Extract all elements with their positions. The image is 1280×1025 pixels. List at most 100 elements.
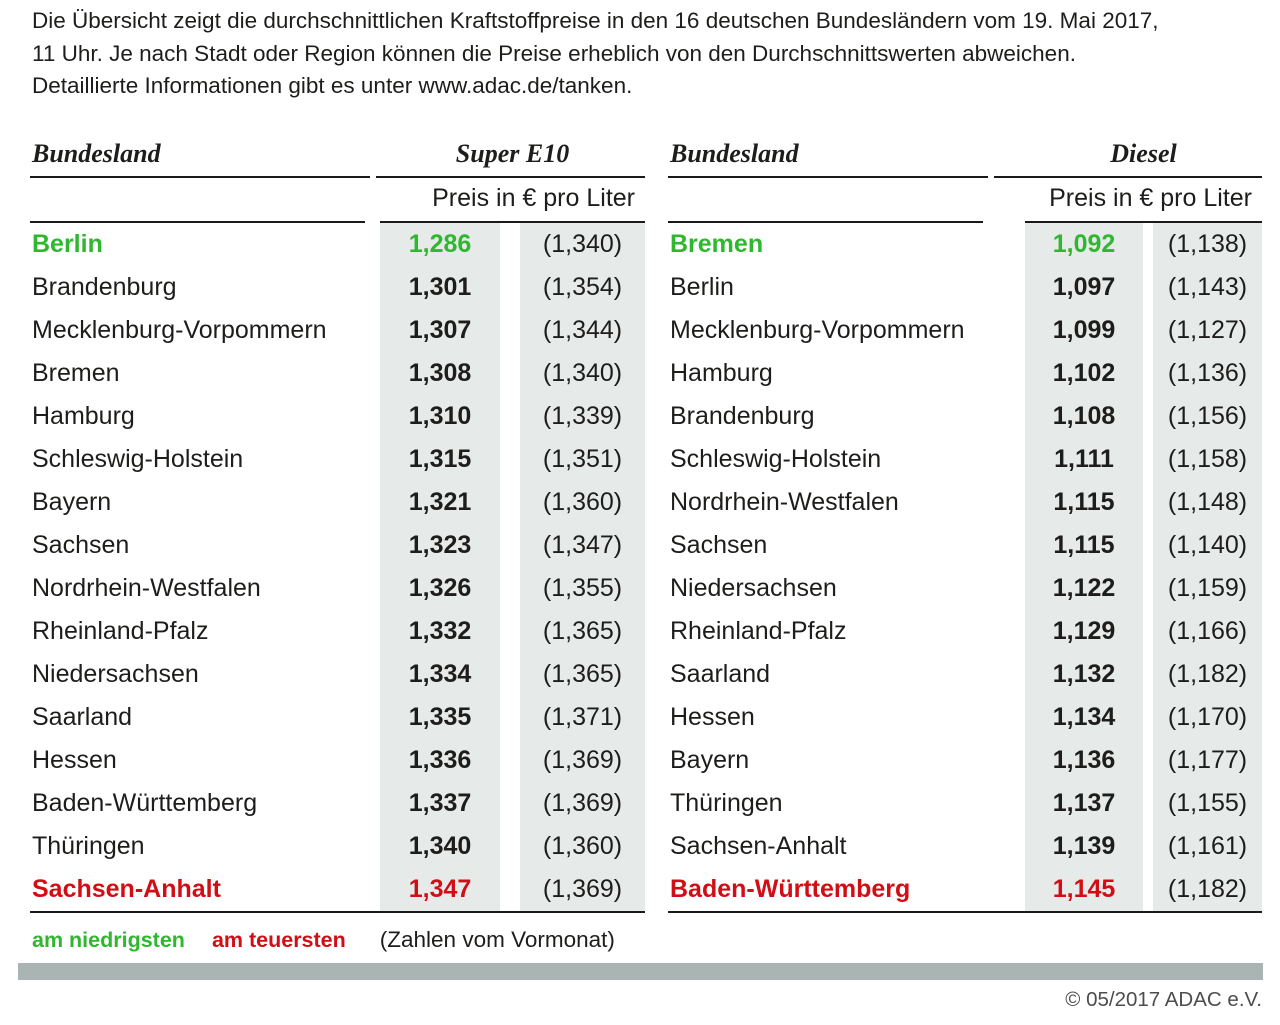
table-row: Niedersachsen 1,122 (1,159): [668, 567, 1262, 610]
table-row: Brandenburg 1,108 (1,156): [668, 395, 1262, 438]
column-gap: [1143, 352, 1153, 395]
column-gap: [1143, 438, 1153, 481]
previous-month-value: (1,354): [520, 266, 645, 309]
bundesland-name: Schleswig-Holstein: [32, 445, 244, 473]
rule-gap: [365, 221, 380, 223]
table-row: Rheinland-Pfalz 1,129 (1,166): [668, 610, 1262, 653]
bundesland-name: Brandenburg: [670, 402, 815, 430]
intro-line-1: Die Übersicht zeigt die durchschnittlich…: [32, 8, 1159, 33]
table-row: Hessen 1,336 (1,369): [30, 739, 645, 782]
table-row: Bremen 1,308 (1,340): [30, 352, 645, 395]
previous-month-value: (1,155): [1153, 782, 1262, 825]
previous-month-value: (1,347): [520, 524, 645, 567]
previous-month-value: (1,340): [520, 223, 645, 266]
price-value: 1,335: [380, 696, 500, 739]
table-super-e10: Bundesland Super E10 Preis in € pro Lite…: [30, 132, 645, 913]
column-gap: [500, 266, 520, 309]
column-gap: [500, 438, 520, 481]
bundesland-name: Sachsen: [32, 531, 130, 559]
rule-segment: [1025, 221, 1262, 223]
rule-segment: [668, 221, 983, 223]
column-gap: [1143, 825, 1153, 868]
column-gap: [1143, 223, 1153, 266]
bundesland-name: Sachsen: [670, 531, 768, 559]
price-value: 1,308: [380, 352, 500, 395]
price-value: 1,108: [1025, 395, 1143, 438]
price-value: 1,321: [380, 481, 500, 524]
footer-divider-bar: [18, 963, 1263, 980]
table-super-e10-header: Bundesland Super E10: [30, 132, 645, 176]
table-row: Niedersachsen 1,334 (1,365): [30, 653, 645, 696]
previous-month-value: (1,355): [520, 567, 645, 610]
column-gap: [1143, 739, 1153, 782]
column-gap: [1143, 868, 1153, 911]
bundesland-name: Baden-Württemberg: [670, 875, 911, 903]
legend-highest-label: am teuersten: [211, 928, 346, 952]
previous-month-value: (1,339): [520, 395, 645, 438]
table-row: Berlin 1,097 (1,143): [668, 266, 1262, 309]
previous-month-value: (1,136): [1153, 352, 1262, 395]
previous-month-value: (1,177): [1153, 739, 1262, 782]
previous-month-value: (1,371): [520, 696, 645, 739]
table-row: Sachsen 1,323 (1,347): [30, 524, 645, 567]
column-gap: [1143, 696, 1153, 739]
previous-month-value: (1,351): [520, 438, 645, 481]
price-value: 1,286: [380, 223, 500, 266]
column-gap: [1143, 481, 1153, 524]
header-rule: [668, 176, 1262, 178]
price-value: 1,334: [380, 653, 500, 696]
table-row: Mecklenburg-Vorpommern 1,099 (1,127): [668, 309, 1262, 352]
previous-month-value: (1,158): [1153, 438, 1262, 481]
bundesland-name: Hamburg: [670, 359, 773, 387]
bundesland-name: Thüringen: [32, 832, 145, 860]
bundesland-name: Schleswig-Holstein: [670, 445, 882, 473]
rule-segment: [668, 176, 988, 178]
bundesland-name: Sachsen-Anhalt: [32, 875, 221, 903]
previous-month-value: (1,138): [1153, 223, 1262, 266]
table-row: Nordrhein-Westfalen 1,115 (1,148): [668, 481, 1262, 524]
column-gap: [500, 653, 520, 696]
table-row: Mecklenburg-Vorpommern 1,307 (1,344): [30, 309, 645, 352]
price-value: 1,337: [380, 782, 500, 825]
table-diesel-rows: Bremen 1,092 (1,138) Berlin 1,097 (1,143…: [668, 223, 1262, 911]
previous-month-value: (1,148): [1153, 481, 1262, 524]
bundesland-name: Niedersachsen: [32, 660, 199, 688]
table-diesel-subheader: Preis in € pro Liter: [668, 178, 1262, 221]
column-gap: [500, 696, 520, 739]
rule-segment: [380, 221, 645, 223]
table-row: Berlin 1,286 (1,340): [30, 223, 645, 266]
price-value: 1,122: [1025, 567, 1143, 610]
previous-month-value: (1,360): [520, 825, 645, 868]
previous-month-value: (1,369): [520, 782, 645, 825]
price-value: 1,134: [1025, 696, 1143, 739]
column-gap: [500, 567, 520, 610]
rule-segment: [30, 221, 365, 223]
price-value: 1,136: [1025, 739, 1143, 782]
price-value: 1,102: [1025, 352, 1143, 395]
price-value: 1,099: [1025, 309, 1143, 352]
table-diesel-header: Bundesland Diesel: [668, 132, 1262, 176]
table-row: Saarland 1,132 (1,182): [668, 653, 1262, 696]
price-value: 1,340: [380, 825, 500, 868]
price-value: 1,332: [380, 610, 500, 653]
table-row: Saarland 1,335 (1,371): [30, 696, 645, 739]
column-gap: [1143, 309, 1153, 352]
bundesland-name: Thüringen: [670, 789, 783, 817]
column-gap: [500, 610, 520, 653]
column-gap: [1143, 266, 1153, 309]
table-row: Bremen 1,092 (1,138): [668, 223, 1262, 266]
intro-line-2: 11 Uhr. Je nach Stadt oder Region können…: [32, 40, 1076, 66]
price-value: 1,336: [380, 739, 500, 782]
table-row: Brandenburg 1,301 (1,354): [30, 266, 645, 309]
bundesland-name: Niedersachsen: [670, 574, 837, 602]
column-gap: [1143, 524, 1153, 567]
price-value: 1,139: [1025, 825, 1143, 868]
price-unit-label: Preis in € pro Liter: [432, 184, 635, 212]
column-gap: [1143, 610, 1153, 653]
bundesland-name: Hessen: [32, 746, 117, 774]
bundesland-name: Sachsen-Anhalt: [670, 832, 847, 860]
column-gap: [1143, 567, 1153, 610]
bundesland-name: Hessen: [670, 703, 755, 731]
copyright-notice: © 05/2017 ADAC e.V.: [1065, 988, 1262, 1011]
column-header-fuel-type: Super E10: [455, 139, 570, 168]
